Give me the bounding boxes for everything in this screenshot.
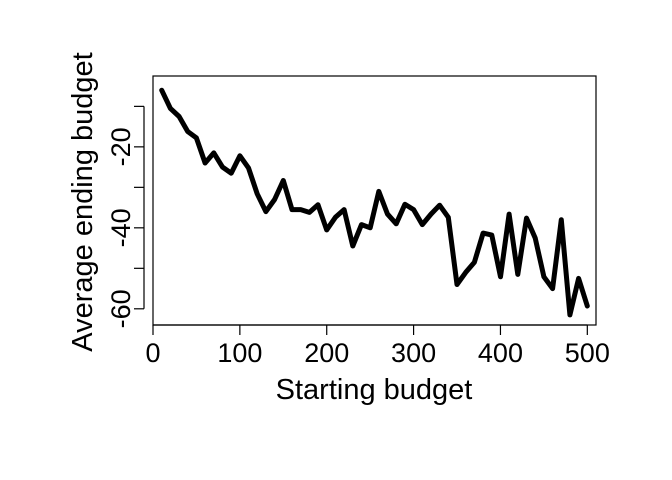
x-tick-label: 300 (391, 338, 436, 368)
x-tick-label: 200 (304, 338, 349, 368)
x-tick-label: 0 (145, 338, 160, 368)
y-tick-label: -20 (106, 127, 136, 166)
y-tick-label: -60 (106, 289, 136, 328)
x-tick-label: 100 (217, 338, 262, 368)
x-tick-label: 400 (478, 338, 523, 368)
y-axis: -60 -40 -20 (106, 105, 145, 328)
x-axis-label: Starting budget (276, 374, 473, 406)
series-line (159, 87, 590, 318)
x-tick-label: 500 (565, 338, 610, 368)
y-axis-label: Average ending budget (67, 52, 99, 351)
y-tick-label: -40 (106, 208, 136, 247)
x-axis: 0 100 200 300 400 500 (145, 324, 610, 368)
